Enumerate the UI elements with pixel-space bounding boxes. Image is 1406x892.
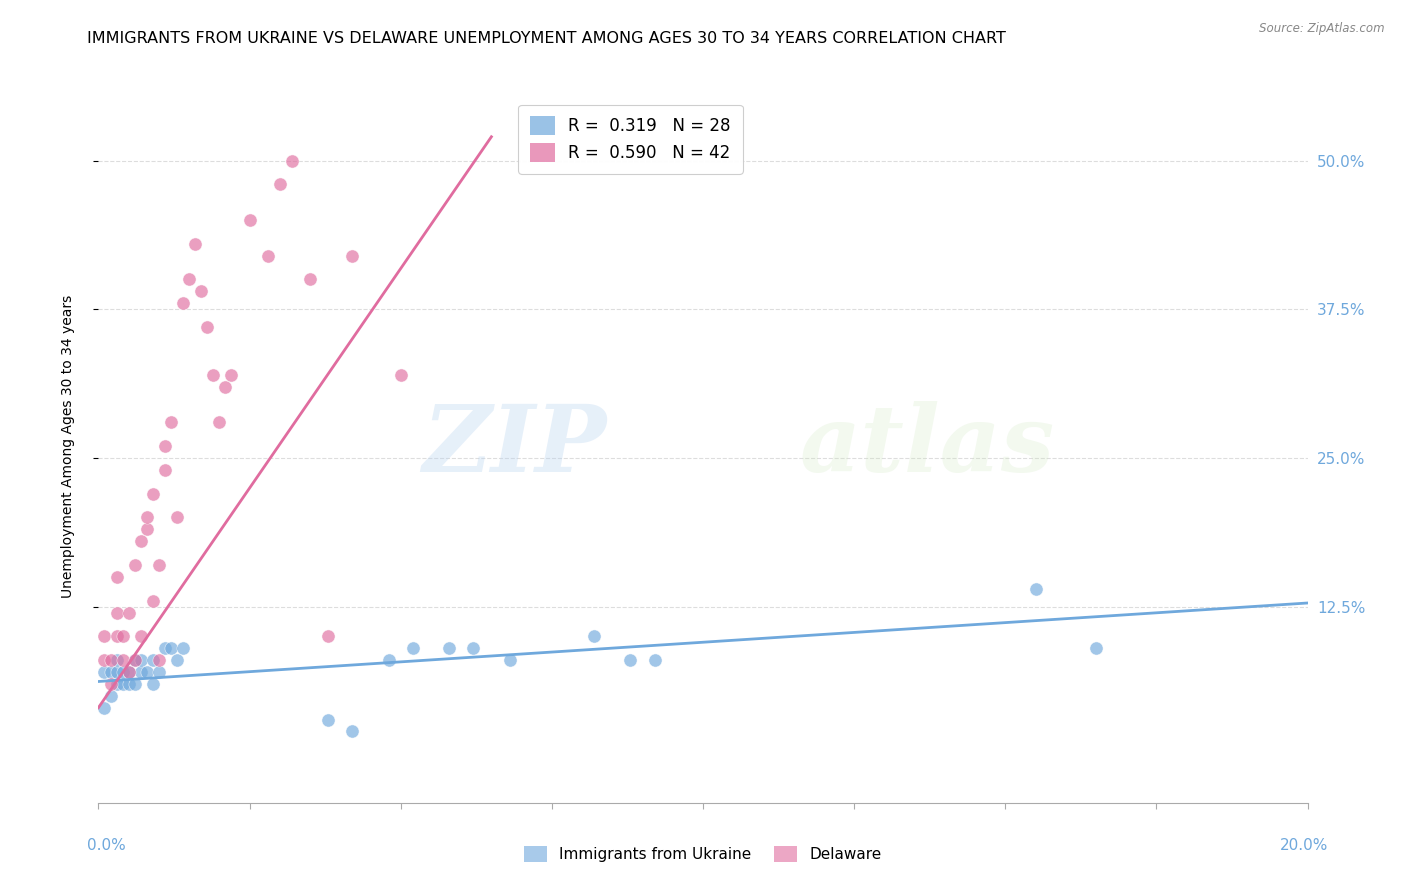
Point — [299, 272, 322, 286]
Point — [118, 677, 141, 691]
Point — [172, 296, 194, 310]
Point — [111, 653, 134, 667]
Point — [135, 522, 157, 536]
Point — [281, 153, 304, 168]
Point — [619, 653, 641, 667]
Point — [105, 629, 128, 643]
Y-axis label: Unemployment Among Ages 30 to 34 years: Unemployment Among Ages 30 to 34 years — [60, 294, 75, 598]
Point — [100, 665, 122, 679]
Point — [316, 713, 339, 727]
Point — [100, 689, 122, 703]
Point — [195, 320, 218, 334]
Point — [111, 665, 134, 679]
Point — [129, 665, 152, 679]
Point — [111, 677, 134, 691]
Point — [160, 415, 183, 429]
Text: 0.0%: 0.0% — [87, 838, 127, 853]
Point — [153, 641, 176, 656]
Point — [135, 510, 157, 524]
Point — [93, 665, 115, 679]
Point — [402, 641, 425, 656]
Point — [179, 272, 201, 286]
Point — [389, 368, 412, 382]
Point — [342, 724, 364, 739]
Point — [202, 368, 225, 382]
Point — [105, 606, 128, 620]
Point — [135, 665, 157, 679]
Point — [190, 285, 212, 299]
Point — [153, 439, 176, 453]
Text: ZIP: ZIP — [422, 401, 606, 491]
Point — [184, 236, 207, 251]
Text: 20.0%: 20.0% — [1281, 838, 1329, 853]
Point — [148, 558, 170, 572]
Point — [142, 653, 165, 667]
Point — [342, 249, 364, 263]
Point — [644, 653, 666, 667]
Point — [463, 641, 485, 656]
Point — [129, 629, 152, 643]
Point — [100, 653, 122, 667]
Text: atlas: atlas — [800, 401, 1054, 491]
Point — [124, 653, 146, 667]
Text: IMMIGRANTS FROM UKRAINE VS DELAWARE UNEMPLOYMENT AMONG AGES 30 TO 34 YEARS CORRE: IMMIGRANTS FROM UKRAINE VS DELAWARE UNEM… — [87, 31, 1007, 46]
Point — [239, 213, 262, 227]
Point — [377, 653, 399, 667]
Point — [124, 558, 146, 572]
Point — [1024, 582, 1046, 596]
Point — [124, 677, 146, 691]
Point — [208, 415, 231, 429]
Point — [498, 653, 520, 667]
Point — [105, 665, 128, 679]
Point — [269, 178, 291, 192]
Point — [256, 249, 278, 263]
Point — [124, 653, 146, 667]
Point — [118, 665, 141, 679]
Point — [118, 606, 141, 620]
Point — [172, 641, 194, 656]
Point — [148, 665, 170, 679]
Point — [166, 653, 188, 667]
Point — [316, 629, 339, 643]
Point — [221, 368, 243, 382]
Point — [129, 653, 152, 667]
Legend: Immigrants from Ukraine, Delaware: Immigrants from Ukraine, Delaware — [517, 839, 889, 868]
Point — [160, 641, 183, 656]
Point — [214, 379, 236, 393]
Point — [1085, 641, 1108, 656]
Point — [93, 700, 115, 714]
Point — [148, 653, 170, 667]
Point — [93, 653, 115, 667]
Point — [583, 629, 606, 643]
Legend: R =  0.319   N = 28, R =  0.590   N = 42: R = 0.319 N = 28, R = 0.590 N = 42 — [519, 104, 742, 174]
Point — [100, 677, 122, 691]
Point — [153, 463, 176, 477]
Point — [93, 629, 115, 643]
Point — [129, 534, 152, 549]
Point — [142, 677, 165, 691]
Point — [105, 570, 128, 584]
Point — [166, 510, 188, 524]
Point — [142, 486, 165, 500]
Point — [118, 665, 141, 679]
Point — [105, 653, 128, 667]
Point — [142, 593, 165, 607]
Text: Source: ZipAtlas.com: Source: ZipAtlas.com — [1260, 22, 1385, 36]
Point — [111, 629, 134, 643]
Point — [105, 677, 128, 691]
Point — [437, 641, 460, 656]
